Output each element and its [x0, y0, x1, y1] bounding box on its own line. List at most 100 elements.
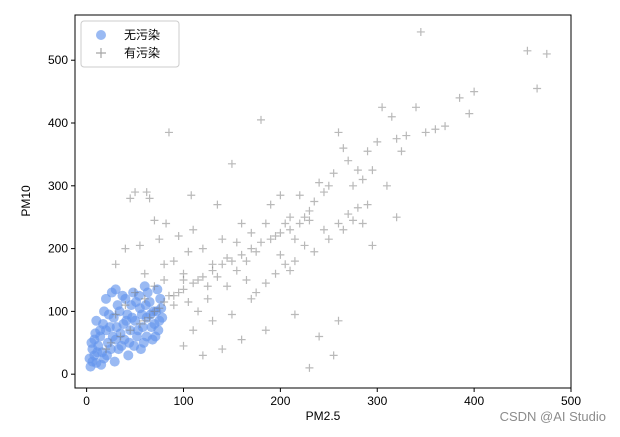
data-point	[119, 334, 130, 345]
data-point	[329, 351, 338, 360]
data-point	[247, 244, 256, 253]
data-point	[281, 219, 290, 228]
data-point	[271, 232, 280, 241]
data-point	[155, 293, 166, 304]
data-point	[232, 266, 241, 275]
data-point	[237, 219, 246, 228]
data-point	[242, 257, 251, 266]
legend-label-series-1: 有污染	[124, 45, 160, 60]
data-point	[358, 175, 367, 184]
data-point	[102, 345, 110, 354]
data-point	[392, 213, 401, 222]
data-point	[111, 322, 122, 333]
data-point	[131, 188, 140, 197]
data-point	[116, 332, 125, 341]
data-point	[135, 241, 144, 250]
data-point	[194, 275, 203, 284]
data-point	[101, 350, 112, 361]
data-point	[111, 260, 120, 269]
data-point	[349, 216, 358, 225]
x-tick-label: 200	[270, 394, 290, 408]
x-tick-label: 0	[83, 394, 90, 408]
data-point	[465, 109, 474, 118]
data-point	[213, 200, 222, 209]
data-point	[84, 353, 95, 364]
series-0	[84, 281, 168, 372]
data-point	[117, 290, 128, 301]
y-tick-label: 400	[48, 116, 68, 130]
data-point	[103, 309, 114, 320]
data-point	[310, 247, 319, 256]
data-point	[353, 203, 362, 212]
data-point	[223, 282, 232, 291]
data-point	[140, 269, 149, 278]
data-point	[208, 266, 217, 275]
data-point	[101, 293, 111, 304]
legend-label-series-0: 无污染	[124, 27, 160, 42]
data-point	[131, 296, 142, 307]
data-point	[174, 288, 183, 297]
y-tick-label: 0	[61, 367, 68, 381]
data-point	[421, 128, 430, 137]
data-point	[392, 134, 401, 143]
data-point	[160, 275, 169, 284]
data-point	[290, 257, 299, 266]
data-point	[155, 235, 164, 244]
data-point	[107, 331, 118, 342]
data-point	[387, 112, 396, 121]
data-point	[126, 326, 135, 335]
data-point	[114, 306, 125, 317]
data-point	[154, 315, 165, 326]
y-tick-label: 300	[48, 179, 68, 193]
data-point	[184, 297, 193, 306]
data-point	[132, 325, 143, 336]
data-point	[334, 316, 343, 325]
data-point	[397, 147, 406, 156]
data-point	[368, 241, 377, 250]
data-point	[324, 235, 333, 244]
data-point	[179, 275, 188, 284]
legend-marker-series-0	[96, 30, 106, 40]
data-point	[441, 122, 450, 131]
data-point	[271, 269, 280, 278]
data-point	[179, 285, 188, 294]
legend-box	[80, 20, 180, 68]
data-point	[194, 307, 203, 316]
data-point	[106, 338, 115, 347]
x-axis-label: PM2.5	[306, 409, 341, 423]
data-point	[315, 178, 324, 187]
data-point	[113, 344, 124, 355]
data-point	[402, 131, 411, 140]
data-point	[295, 191, 304, 200]
data-point	[382, 181, 391, 190]
data-point	[121, 244, 130, 253]
data-point	[295, 219, 304, 228]
data-point	[305, 216, 314, 225]
data-point	[123, 350, 134, 361]
data-point	[223, 254, 232, 263]
data-point	[174, 232, 183, 241]
data-point	[121, 301, 130, 310]
y-axis-label: PM10	[19, 185, 33, 217]
data-point	[203, 282, 212, 291]
data-point	[290, 235, 299, 244]
data-point	[315, 332, 324, 341]
data-point	[252, 247, 261, 256]
data-point	[160, 260, 169, 269]
data-point	[218, 235, 227, 244]
data-point	[373, 137, 382, 146]
data-point	[276, 250, 285, 259]
plot-area	[84, 27, 551, 372]
data-point	[358, 219, 367, 228]
data-point	[470, 87, 479, 96]
data-point	[198, 244, 207, 253]
data-point	[237, 250, 246, 259]
data-point	[286, 266, 295, 275]
data-point	[179, 341, 188, 350]
data-point	[416, 27, 425, 36]
data-point	[150, 331, 161, 342]
data-point	[339, 225, 348, 234]
data-point	[164, 128, 173, 137]
y-tick-label: 500	[48, 53, 68, 67]
